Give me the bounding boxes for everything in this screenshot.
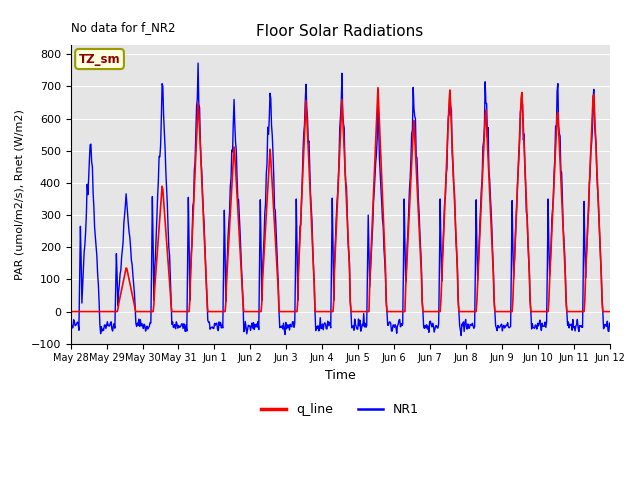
NR1 [187,269,195,275]
X-axis label: Time: Time [324,369,355,382]
q_line [187,271,195,276]
NR1 [458,333,465,338]
NR1 [216,323,223,328]
q_line [406,191,414,197]
Y-axis label: PAR (umol/m2/s), Rnet (W/m2): PAR (umol/m2/s), Rnet (W/m2) [15,109,25,280]
q_line [215,309,223,314]
Text: TZ_sm: TZ_sm [79,52,120,65]
Title: Floor Solar Radiations: Floor Solar Radiations [257,24,424,39]
q_line [422,309,430,314]
q_line [132,309,140,314]
q_line [374,85,382,91]
NR1 [67,324,74,330]
NR1 [605,320,613,326]
Text: No data for f_NR2: No data for f_NR2 [70,21,175,34]
q_line [67,309,74,314]
Legend: q_line, NR1: q_line, NR1 [256,398,424,421]
NR1 [194,60,202,66]
q_line [77,309,84,314]
NR1 [77,224,84,229]
NR1 [422,325,430,331]
Line: NR1: NR1 [70,63,609,336]
NR1 [132,321,140,326]
q_line [605,309,613,314]
Line: q_line: q_line [70,88,609,312]
NR1 [406,175,414,181]
